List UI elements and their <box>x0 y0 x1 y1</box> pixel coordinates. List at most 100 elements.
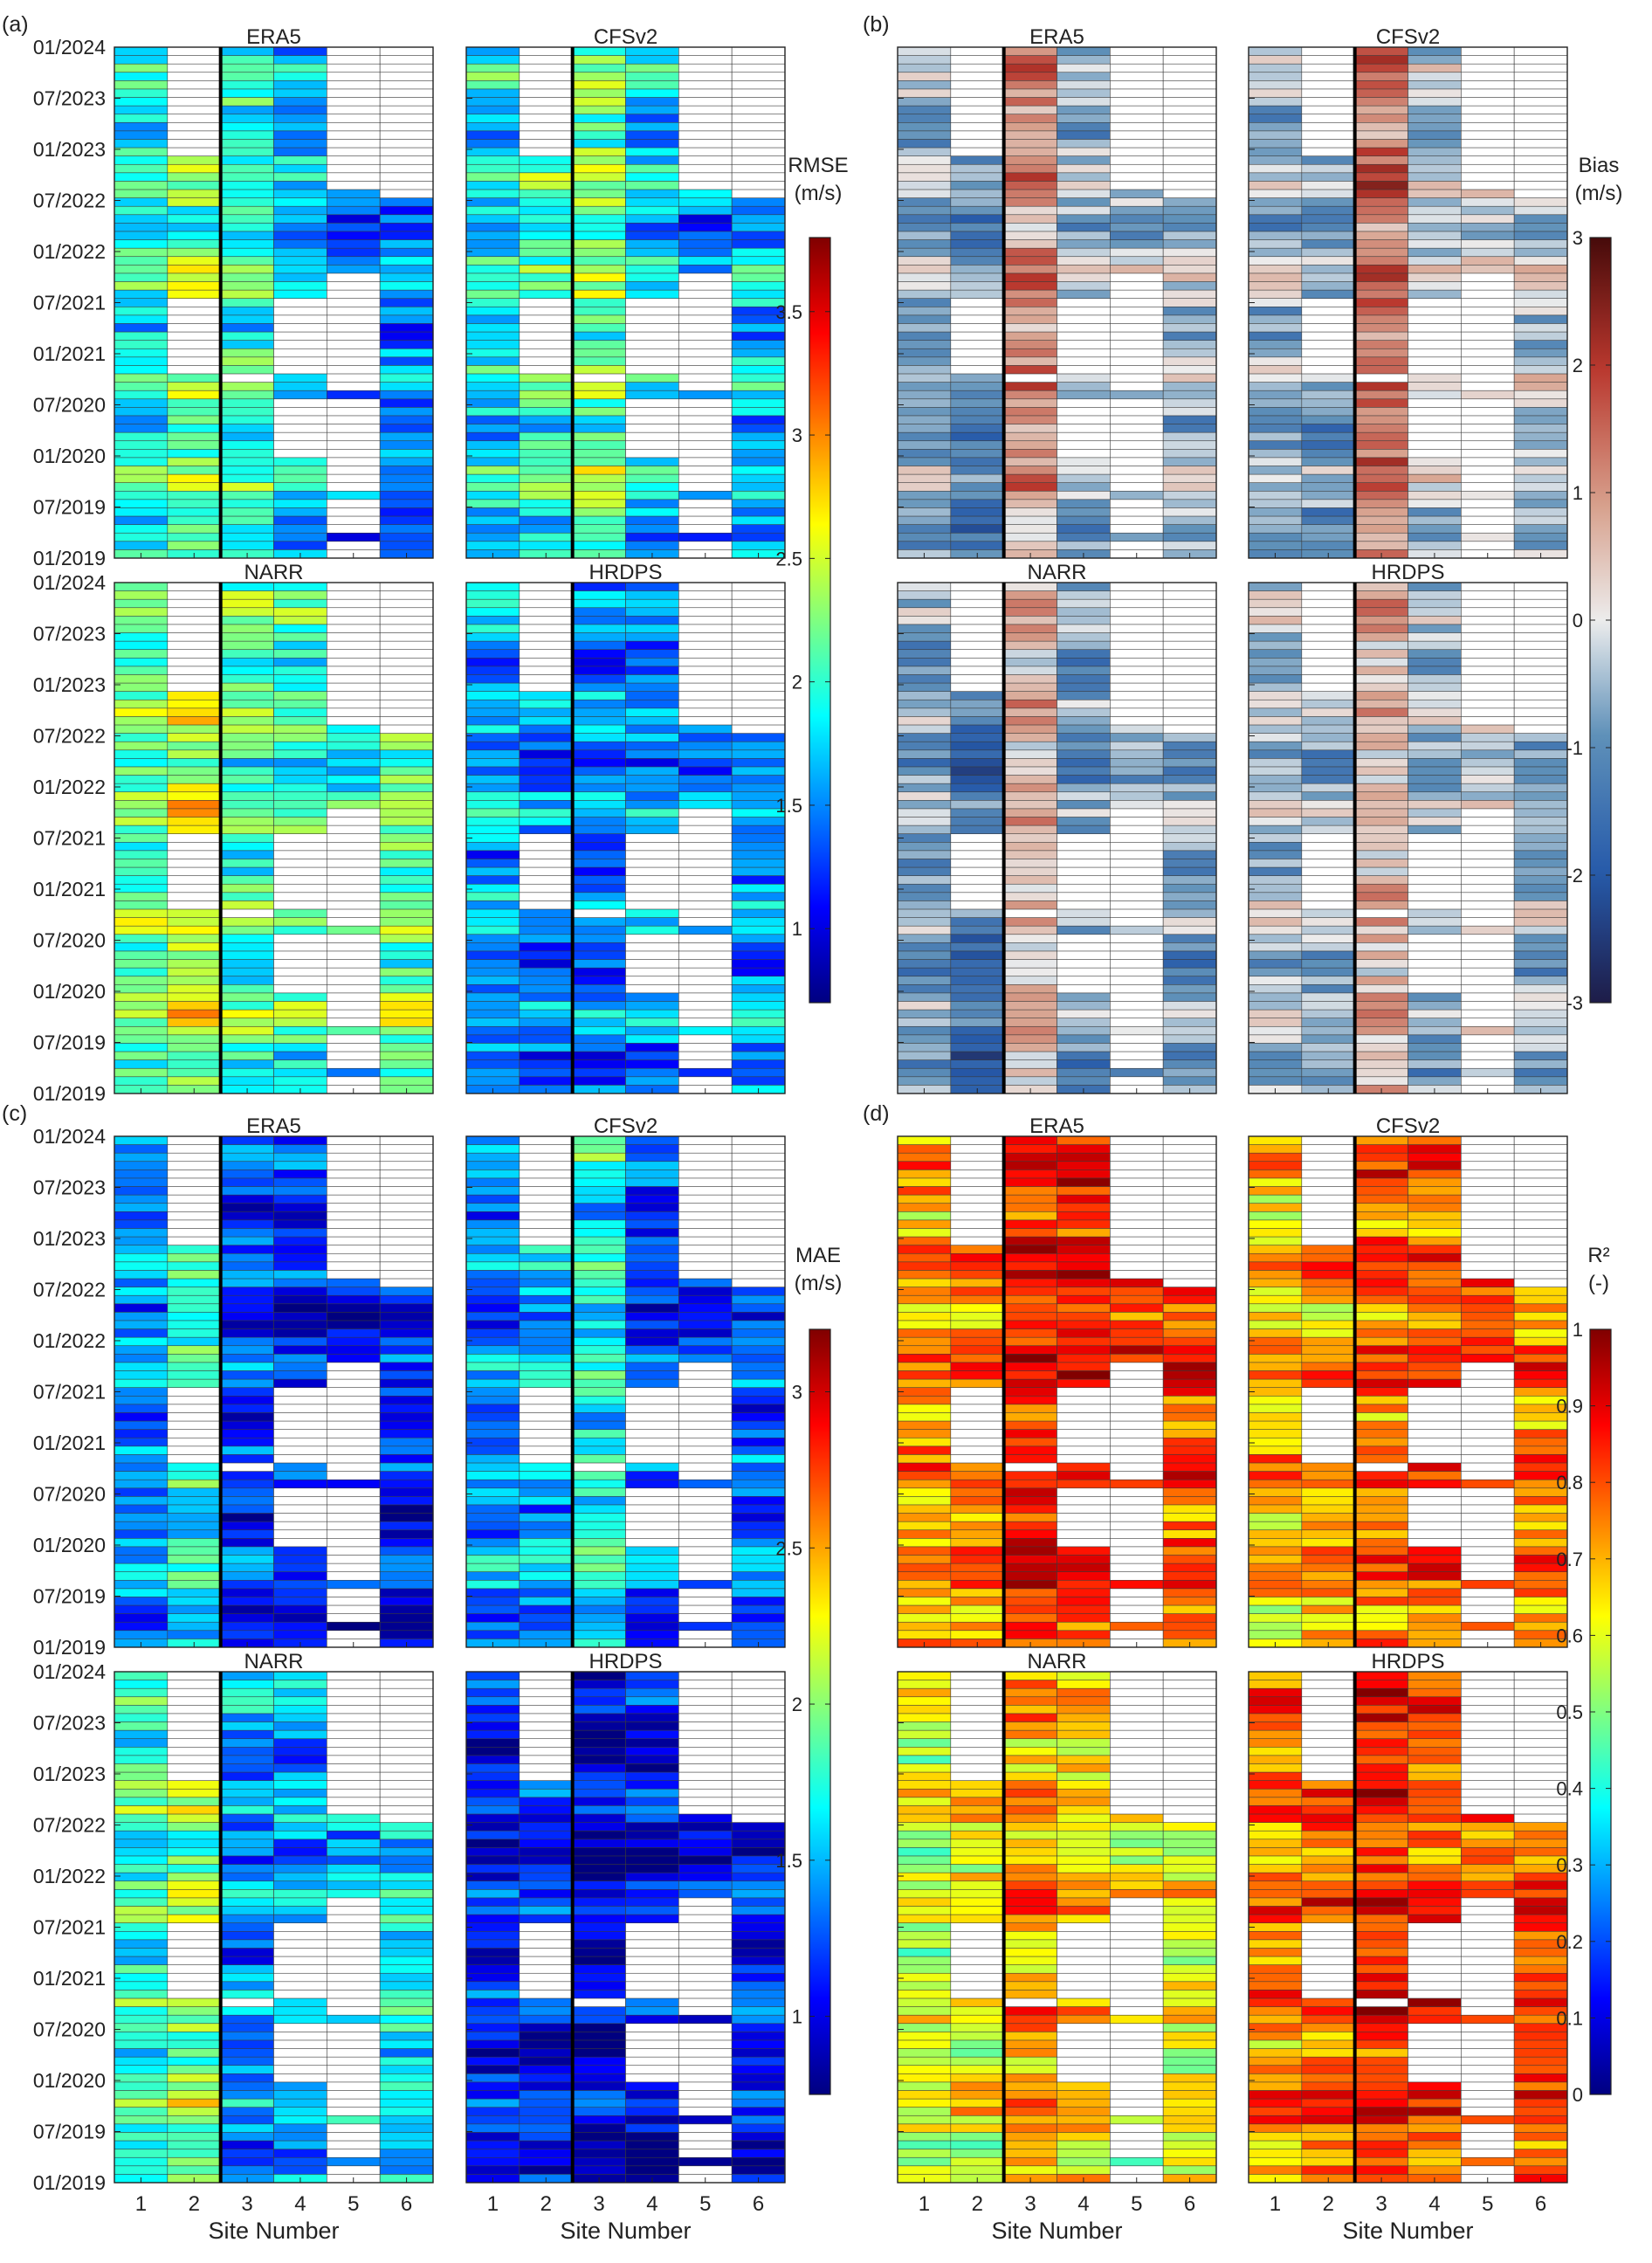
heatmap-cell <box>114 148 168 156</box>
heatmap-cell <box>1163 190 1216 198</box>
heatmap-cell <box>466 1253 520 1262</box>
heatmap-cell <box>221 2108 274 2116</box>
heatmap-cell <box>1302 466 1355 475</box>
heatmap-cell <box>898 767 951 776</box>
heatmap-cell <box>1004 624 1057 633</box>
heatmap-cell <box>380 767 433 776</box>
heatmap-cell <box>1249 783 1302 792</box>
heatmap-cell <box>1355 708 1408 717</box>
heatmap-cell <box>573 1329 626 1338</box>
heatmap-panel-rmse-hrdps: HRDPS <box>466 561 785 1094</box>
heatmap-cell <box>1004 633 1057 642</box>
heatmap-cell <box>1514 750 1567 759</box>
heatmap-cell <box>1004 341 1057 349</box>
heatmap-cell <box>466 809 520 818</box>
heatmap-cell <box>626 750 679 759</box>
heatmap-cell <box>327 859 380 867</box>
heatmap-cell <box>573 1747 626 1756</box>
heatmap-cell <box>327 383 380 391</box>
heatmap-cell <box>1004 240 1057 249</box>
heatmap-cell <box>114 1907 168 1915</box>
heatmap-cell <box>1302 616 1355 624</box>
heatmap-cell <box>678 650 732 659</box>
heatmap-cell <box>1004 700 1057 708</box>
heatmap-cell <box>380 851 433 859</box>
heatmap-cell <box>1355 466 1408 475</box>
heatmap-cell <box>573 164 626 173</box>
heatmap-cell <box>168 1430 221 1439</box>
heatmap-cell <box>380 1622 433 1631</box>
heatmap-cell <box>520 290 573 299</box>
heatmap-cell <box>1163 734 1216 742</box>
heatmap-cell <box>1004 1388 1057 1397</box>
heatmap-cell <box>520 449 573 458</box>
heatmap-cell <box>221 1597 274 1605</box>
heatmap-cell <box>898 976 951 985</box>
heatmap-cell <box>573 599 626 608</box>
heatmap-cell <box>626 867 679 876</box>
heatmap-cell <box>1302 248 1355 257</box>
heatmap-cell <box>114 2024 168 2032</box>
heatmap-cell <box>1163 206 1216 215</box>
heatmap-cell <box>274 1446 327 1455</box>
heatmap-cell <box>678 1697 732 1706</box>
heatmap-cell <box>327 1312 380 1321</box>
heatmap-cell <box>573 683 626 692</box>
heatmap-cell <box>626 458 679 466</box>
heatmap-cell <box>221 942 274 951</box>
heatmap-cell <box>520 1204 573 1212</box>
heatmap-cell <box>380 658 433 666</box>
heatmap-cell <box>466 1496 520 1505</box>
heatmap-cell <box>1163 365 1216 374</box>
heatmap-cell <box>520 2007 573 2016</box>
heatmap-cell <box>1514 918 1567 927</box>
heatmap-cell <box>168 491 221 500</box>
heatmap-cell <box>732 1496 785 1505</box>
heatmap-cell <box>898 1169 951 1178</box>
heatmap-cell <box>573 525 626 534</box>
heatmap-cell <box>898 407 951 416</box>
heatmap-cell <box>380 1889 433 1898</box>
heatmap-cell <box>678 1680 732 1689</box>
heatmap-cell <box>327 323 380 332</box>
heatmap-cell <box>327 190 380 198</box>
heatmap-cell <box>1163 533 1216 542</box>
heatmap-cell <box>520 507 573 516</box>
heatmap-cell <box>1514 114 1567 123</box>
heatmap-cell <box>1514 599 1567 608</box>
heatmap-cell <box>951 122 1004 131</box>
heatmap-cell <box>380 1948 433 1956</box>
heatmap-cell <box>520 424 573 433</box>
heatmap-cell <box>1057 1010 1111 1018</box>
heatmap-cell <box>1302 700 1355 708</box>
heatmap-cell <box>1163 525 1216 534</box>
heatmap-cell <box>1163 909 1216 918</box>
heatmap-cell <box>114 1446 168 1455</box>
heatmap-cell <box>732 758 785 767</box>
heatmap-cell <box>1004 1622 1057 1631</box>
heatmap-cell <box>1057 131 1111 140</box>
heatmap-cell <box>1249 1010 1302 1018</box>
heatmap-cell <box>114 1043 168 1052</box>
heatmap-cell <box>380 1865 433 1873</box>
heatmap-cell <box>1355 1068 1408 1077</box>
heatmap-cell <box>573 2032 626 2040</box>
heatmap-cell <box>951 1388 1004 1397</box>
heatmap-cell <box>951 98 1004 107</box>
y-tick-label: 07/2021 <box>33 827 106 850</box>
heatmap-cell <box>168 716 221 725</box>
heatmap-cell <box>1057 181 1111 190</box>
heatmap-cell <box>573 374 626 383</box>
heatmap-cell <box>466 1805 520 1814</box>
heatmap-cell <box>520 1597 573 1605</box>
heatmap-cell <box>114 2057 168 2066</box>
heatmap-cell <box>1057 474 1111 483</box>
heatmap-cell <box>114 164 168 173</box>
heatmap-cell <box>520 223 573 231</box>
heatmap-cell <box>114 72 168 81</box>
heatmap-cell <box>520 483 573 492</box>
heatmap-cell <box>466 1965 520 1974</box>
heatmap-cell <box>1110 1505 1163 1514</box>
heatmap-cell <box>1514 1060 1567 1069</box>
heatmap-cell <box>221 533 274 542</box>
